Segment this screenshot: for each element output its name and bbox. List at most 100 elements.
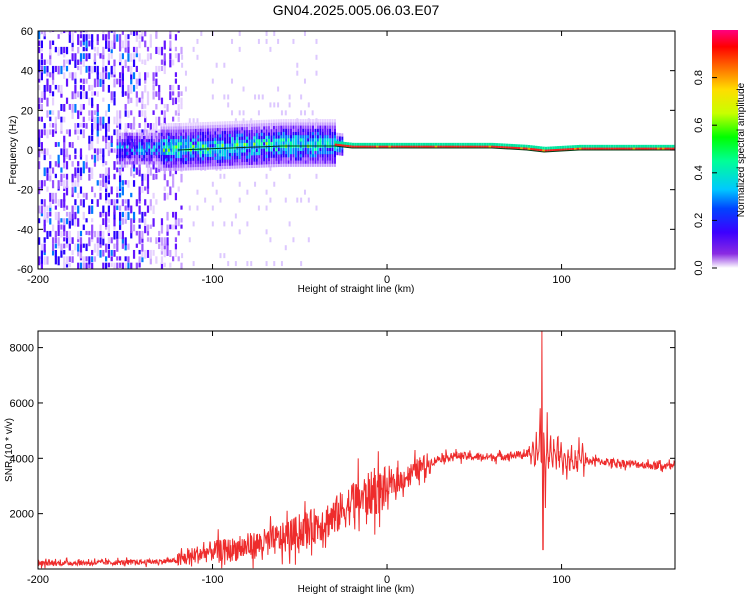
spectrogram-cell: [170, 145, 173, 149]
spectrogram-cell: [233, 130, 236, 134]
spectrogram-cell: [662, 147, 665, 150]
spectrogram-cell: [91, 135, 94, 142]
spectrogram-cell: [282, 131, 285, 136]
spectrogram-cell: [149, 167, 152, 176]
spectrogram-cell: [54, 84, 57, 90]
spectrogram-cell: [96, 78, 99, 88]
spectrogram-cell: [393, 145, 396, 148]
spectrogram-cell: [51, 78, 55, 85]
spectrogram-cell: [105, 211, 108, 221]
spectrogram-cell: [559, 145, 562, 151]
spectrogram-cell: [128, 157, 131, 162]
spectrogram-cell: [102, 72, 105, 80]
spectrogram-cell: [113, 205, 116, 215]
spectrogram-cell: [38, 65, 41, 73]
spectrogram-cell: [272, 160, 275, 165]
spectrogram-cell: [642, 144, 645, 150]
spectrogram-cell: [63, 237, 66, 242]
spectrogram-cell: [158, 157, 161, 162]
spectrogram-cell: [121, 262, 124, 269]
spectrogram-cell: [140, 142, 143, 146]
spectrogram-cell: [204, 137, 207, 142]
spectrogram-cell: [146, 46, 150, 52]
spectrogram-cell: [71, 218, 74, 226]
spectrogram-cell: [432, 142, 435, 148]
spectrogram-cell: [192, 144, 195, 149]
spectrogram-cell: [525, 147, 528, 150]
spectrogram-cell: [140, 148, 143, 152]
spectrogram-cell: [77, 205, 80, 214]
spectrogram-cell: [127, 154, 130, 160]
spectrogram-cell: [288, 173, 291, 179]
spectrogram-cell: [124, 205, 127, 211]
spectrogram-cell: [105, 167, 108, 176]
spectrogram-cell: [145, 157, 148, 162]
spectrogram-cell: [250, 261, 253, 267]
spectrogram-cell: [135, 262, 138, 269]
spectrogram-cell: [407, 145, 411, 148]
spectrogram-cell: [263, 148, 266, 152]
spectrogram-cell: [88, 237, 91, 247]
spectrogram-cell: [93, 110, 97, 116]
spectrogram-cell: [299, 128, 302, 132]
spectrogram-ytick-label: -40: [17, 224, 33, 236]
spectrogram-cell: [309, 150, 312, 155]
spectrogram-cell: [520, 147, 523, 150]
spectrogram-cell: [38, 135, 41, 144]
spectrogram-cell: [307, 125, 310, 129]
spectrogram-cell: [315, 173, 318, 179]
spectrogram-cell: [74, 31, 77, 33]
spectrogram-cell: [93, 123, 97, 130]
spectrogram-cell: [113, 218, 116, 227]
spectrogram-cell: [400, 145, 404, 148]
spectrogram-cell: [71, 91, 74, 100]
spectrogram-cell: [172, 173, 175, 181]
spectrogram-cell: [148, 148, 151, 152]
spectrogram-cell: [605, 147, 609, 150]
spectrogram-cell: [158, 129, 161, 133]
spectrogram-cell: [182, 151, 185, 155]
spectrogram-cell: [96, 237, 99, 244]
spectrogram-cell: [145, 148, 148, 152]
spectrogram-cell: [160, 151, 163, 155]
spectrogram-cell: [79, 262, 83, 269]
spectrogram-cell: [181, 54, 184, 60]
spectrogram-cell: [43, 180, 46, 187]
spectrogram-cell: [118, 72, 122, 79]
spectrogram-cell: [138, 135, 141, 140]
spectrogram-cell: [43, 224, 46, 233]
spectrogram-cell: [143, 135, 146, 140]
spectrogram-cell: [126, 145, 129, 149]
snr-frame: [37, 330, 676, 570]
spectrogram-cell: [216, 162, 219, 167]
spectrogram-cell: [216, 127, 219, 132]
spectrogram-cell: [165, 129, 168, 133]
spectrogram-cell: [93, 230, 97, 238]
spectrogram-cell: [180, 173, 183, 183]
spectrogram-cell: [309, 147, 312, 152]
spectrogram-cell: [238, 197, 241, 203]
spectrogram-cell: [110, 186, 113, 195]
spectrogram-cell: [189, 132, 192, 136]
spectrogram-cell: [610, 147, 614, 150]
spectrogram-cell: [307, 131, 310, 136]
spectrogram-cell: [40, 46, 43, 52]
spectrogram-cell: [155, 78, 158, 87]
spectrogram-cell: [226, 165, 229, 170]
spectrogram-cell: [184, 70, 187, 76]
spectrogram-cell: [333, 160, 336, 164]
spectrogram-cell: [175, 142, 178, 146]
spectrogram-cell: [354, 142, 357, 148]
spectrogram-cell: [49, 46, 52, 56]
spectrogram-cell: [549, 149, 553, 152]
spectrogram-cell: [184, 135, 187, 139]
spectrogram-cell: [635, 144, 638, 150]
spectrogram-cell: [169, 262, 172, 268]
spectrogram-cell: [130, 53, 133, 62]
spectrogram-cell: [131, 154, 134, 159]
spectrogram-cell: [228, 165, 231, 169]
spectrogram-cell: [351, 145, 355, 148]
spectrogram-cell: [146, 186, 150, 195]
spectrogram-cell: [211, 124, 214, 129]
spectrogram-cell: [236, 165, 239, 169]
